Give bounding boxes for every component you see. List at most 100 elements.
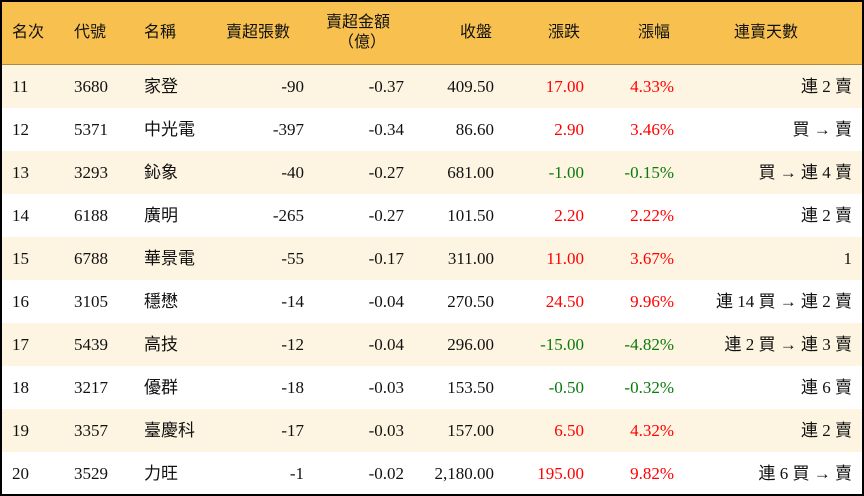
header-amount-unit: （億） <box>338 34 387 51</box>
cell-shares: -55 <box>281 249 304 268</box>
cell-streak: 連 2 賣 <box>801 421 852 440</box>
cell-rank: 11 <box>12 77 29 96</box>
cell-amount: -0.03 <box>368 421 404 440</box>
cell-pct: 9.96% <box>630 292 674 311</box>
cell-name: 臺慶科 <box>144 421 195 440</box>
cell-name: 力旺 <box>144 464 178 483</box>
cell-pct: -0.32% <box>624 378 674 397</box>
cell-pct: 4.33% <box>630 77 674 96</box>
cell-shares: -90 <box>281 77 304 96</box>
cell-rank: 19 <box>12 421 29 440</box>
cell-close: 101.50 <box>447 206 494 225</box>
cell-change: 17.00 <box>545 77 584 96</box>
cell-pct: -4.82% <box>624 335 674 354</box>
cell-rank: 15 <box>12 249 29 268</box>
cell-amount: -0.03 <box>368 378 404 397</box>
cell-code: 3357 <box>74 421 108 440</box>
cell-close: 409.50 <box>447 77 494 96</box>
header-change: 漲跌 <box>548 24 581 41</box>
table-row: 13 3293 鈊象 -40 -0.27 681.00 -1.00 -0.15% 買 → 連 4… <box>2 151 862 194</box>
cell-change: 24.50 <box>545 292 584 311</box>
cell-close: 681.00 <box>447 163 494 182</box>
cell-rank: 18 <box>12 378 29 397</box>
cell-change: 6.50 <box>554 421 584 440</box>
cell-name: 優群 <box>144 378 178 397</box>
cell-streak: 買 → 賣 <box>792 120 853 139</box>
table-row: 20 3529 力旺 -1 -0.02 2,180.00 195.00 9.82% 連 6 買 … <box>2 452 862 495</box>
cell-rank: 13 <box>12 163 29 182</box>
cell-name: 廣明 <box>144 206 178 225</box>
header-rank: 名次 <box>12 24 45 41</box>
cell-streak: 買 → 連 4 賣 <box>758 163 853 182</box>
cell-pct: 3.67% <box>630 249 674 268</box>
cell-streak: 連 2 賣 <box>801 206 852 225</box>
cell-pct: 9.82% <box>630 464 674 483</box>
cell-close: 153.50 <box>447 378 494 397</box>
table-row: 12 5371 中光電 -397 -0.34 86.60 2.90 3.46% 買 → 賣 <box>2 108 862 151</box>
cell-rank: 20 <box>12 464 29 483</box>
table-row: 14 6188 廣明 -265 -0.27 101.50 2.20 2.22% 連 2 賣 <box>2 194 862 237</box>
cell-rank: 16 <box>12 292 29 311</box>
header-close: 收盤 <box>460 24 493 41</box>
cell-amount: -0.27 <box>368 163 404 182</box>
cell-close: 311.00 <box>447 249 494 268</box>
cell-pct: 4.32% <box>630 421 674 440</box>
cell-name: 中光電 <box>144 120 195 139</box>
cell-shares: -18 <box>281 378 304 397</box>
cell-code: 3293 <box>74 163 108 182</box>
header-code: 代號 <box>74 24 107 41</box>
cell-change: 195.00 <box>537 464 584 483</box>
cell-name: 穩懋 <box>144 292 178 311</box>
cell-name: 家登 <box>144 77 178 96</box>
cell-close: 2,180.00 <box>434 464 495 483</box>
cell-amount: -0.37 <box>368 77 404 96</box>
table-row: 15 6788 華景電 -55 -0.17 311.00 11.00 3.67% 1 <box>2 237 862 280</box>
cell-code: 6188 <box>74 206 108 225</box>
cell-streak: 連 6 賣 <box>801 378 852 397</box>
header-shares: 賣超張數 <box>226 24 291 41</box>
cell-rank: 14 <box>12 206 29 225</box>
cell-rank: 12 <box>12 120 29 139</box>
cell-name: 高技 <box>144 335 178 354</box>
table-header: 名次 代號 名稱 賣超張數 賣超金額 （億） 收盤 漲跌 漲幅 連賣天數 <box>2 2 862 65</box>
table-row: 11 3680 家登 -90 -0.37 409.50 17.00 4.33% 連 2 賣 <box>2 65 862 108</box>
cell-shares: -1 <box>289 464 304 483</box>
table-row: 18 3217 優群 -18 -0.03 153.50 -0.50 -0.32% 連 6 賣 <box>2 366 862 409</box>
cell-name: 鈊象 <box>144 163 178 182</box>
cell-shares: -12 <box>281 335 304 354</box>
cell-close: 86.60 <box>455 120 494 139</box>
cell-streak: 連 2 賣 <box>801 77 852 96</box>
header-streak: 連賣天數 <box>734 24 799 41</box>
cell-streak: 連 14 買 → 連 2 賣 <box>716 292 852 311</box>
cell-pct: -0.15% <box>624 163 674 182</box>
cell-amount: -0.27 <box>368 206 404 225</box>
cell-amount: -0.04 <box>368 292 404 311</box>
cell-shares: -40 <box>281 163 304 182</box>
cell-streak: 1 <box>843 249 853 268</box>
cell-close: 296.00 <box>447 335 494 354</box>
cell-code: 3217 <box>74 378 108 397</box>
cell-change: 11.00 <box>546 249 584 268</box>
cell-code: 5371 <box>74 120 108 139</box>
table-row: 17 5439 高技 -12 -0.04 296.00 -15.00 -4.82% 連 2 買 … <box>2 323 862 366</box>
cell-close: 270.50 <box>447 292 494 311</box>
cell-change: -1.00 <box>548 163 584 182</box>
cell-pct: 2.22% <box>630 206 674 225</box>
cell-streak: 連 2 買 → 連 3 賣 <box>724 335 853 354</box>
table-row: 16 3105 穩懋 -14 -0.04 270.50 24.50 9.96% 連 14 買 →… <box>2 280 862 323</box>
cell-code: 3105 <box>74 292 108 311</box>
cell-code: 5439 <box>74 335 108 354</box>
cell-close: 157.00 <box>447 421 494 440</box>
cell-amount: -0.17 <box>368 249 404 268</box>
cell-shares: -14 <box>281 292 304 311</box>
cell-name: 華景電 <box>144 249 195 268</box>
cell-rank: 17 <box>12 335 29 354</box>
cell-code: 6788 <box>74 249 108 268</box>
cell-code: 3529 <box>74 464 108 483</box>
cell-shares: -397 <box>272 120 304 139</box>
cell-change: 2.20 <box>554 206 584 225</box>
header-pct: 漲幅 <box>638 24 671 41</box>
cell-shares: -17 <box>281 421 304 440</box>
table-row: 19 3357 臺慶科 -17 -0.03 157.00 6.50 4.32% 連 2 賣 <box>2 409 862 452</box>
